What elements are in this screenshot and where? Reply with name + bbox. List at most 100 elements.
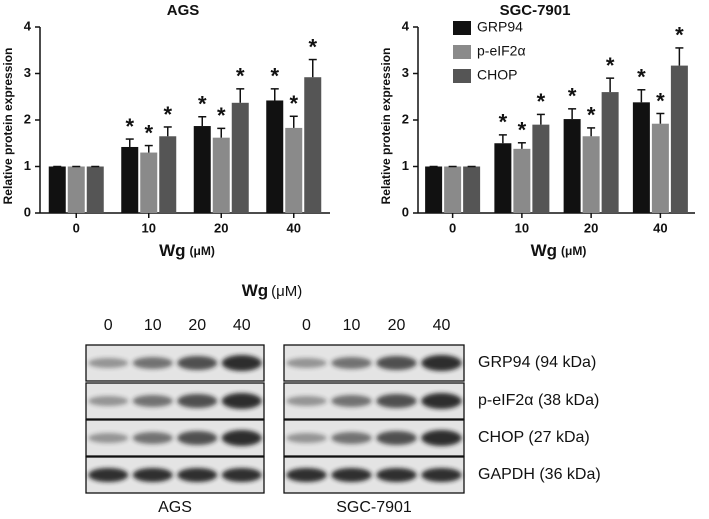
bar bbox=[532, 124, 550, 213]
x-axis-title: Wg bbox=[159, 241, 185, 260]
y-axis-label: Relative protein expression bbox=[379, 48, 393, 205]
blot-band bbox=[421, 430, 462, 446]
significance-marker: * bbox=[568, 84, 577, 109]
x-tick-label: 40 bbox=[287, 220, 301, 235]
bar bbox=[67, 166, 85, 213]
lane-label: 40 bbox=[233, 317, 251, 334]
bar bbox=[582, 136, 600, 213]
blot-band bbox=[331, 357, 372, 369]
y-tick-label: 1 bbox=[402, 158, 409, 173]
y-tick-label: 1 bbox=[24, 158, 31, 173]
legend-label: p-eIF2α bbox=[477, 43, 526, 59]
bar bbox=[304, 77, 322, 213]
blot-band bbox=[132, 468, 173, 482]
lane-label: 0 bbox=[302, 317, 311, 334]
blot-band bbox=[286, 433, 327, 443]
bar bbox=[632, 102, 650, 213]
blot-band bbox=[376, 468, 417, 482]
bar bbox=[513, 148, 531, 213]
blot-band bbox=[221, 355, 262, 371]
significance-marker: * bbox=[125, 114, 134, 139]
y-tick-label: 0 bbox=[402, 204, 409, 219]
y-tick-label: 3 bbox=[24, 65, 31, 80]
lane-label: 20 bbox=[388, 317, 406, 334]
lane-label: 10 bbox=[343, 317, 361, 334]
blot-band bbox=[376, 356, 417, 370]
significance-marker: * bbox=[163, 102, 172, 127]
blot-band bbox=[177, 431, 218, 445]
significance-marker: * bbox=[499, 110, 508, 135]
blot-band bbox=[286, 468, 327, 482]
lane-label: 40 bbox=[433, 317, 451, 334]
y-tick-label: 4 bbox=[24, 18, 32, 33]
blot-band bbox=[221, 468, 262, 482]
x-tick-label: 20 bbox=[214, 220, 228, 235]
bar bbox=[425, 166, 443, 213]
blot-band bbox=[376, 431, 417, 445]
bar bbox=[159, 136, 177, 213]
bar bbox=[121, 146, 139, 213]
blot-band bbox=[88, 358, 129, 368]
significance-marker: * bbox=[537, 89, 546, 114]
significance-marker: * bbox=[675, 23, 684, 48]
blot-band bbox=[331, 468, 372, 482]
y-tick-label: 4 bbox=[402, 18, 410, 33]
bar bbox=[651, 123, 669, 213]
significance-marker: * bbox=[144, 120, 153, 145]
significance-marker: * bbox=[308, 34, 317, 59]
x-tick-label: 10 bbox=[515, 220, 529, 235]
y-tick-label: 2 bbox=[402, 111, 409, 126]
significance-marker: * bbox=[198, 92, 207, 117]
y-tick-label: 0 bbox=[24, 204, 31, 219]
x-axis-unit: (μM) bbox=[190, 244, 215, 258]
x-axis-unit: (μM) bbox=[561, 244, 586, 258]
blot-band bbox=[132, 357, 173, 369]
chart-title: AGS bbox=[167, 2, 200, 19]
legend-label: GRP94 bbox=[477, 19, 523, 35]
y-axis-label: Relative protein expression bbox=[1, 48, 15, 205]
blot-band bbox=[376, 394, 417, 408]
bar bbox=[563, 119, 581, 213]
significance-marker: * bbox=[217, 103, 226, 128]
y-tick-label: 3 bbox=[402, 65, 409, 80]
significance-marker: * bbox=[270, 64, 279, 89]
x-tick-label: 0 bbox=[449, 220, 456, 235]
blot-band bbox=[132, 432, 173, 444]
significance-marker: * bbox=[236, 64, 245, 89]
bar bbox=[266, 100, 284, 213]
significance-marker: * bbox=[637, 65, 646, 90]
blot-band bbox=[221, 430, 262, 446]
cell-line-label: SGC-7901 bbox=[336, 499, 412, 516]
blot-band bbox=[286, 358, 327, 368]
significance-marker: * bbox=[656, 88, 665, 113]
bar bbox=[670, 65, 688, 213]
x-tick-label: 0 bbox=[73, 220, 80, 235]
significance-marker: * bbox=[606, 53, 615, 78]
blot-band bbox=[421, 355, 462, 371]
blot-band bbox=[88, 433, 129, 443]
bar bbox=[48, 166, 66, 213]
blot-band bbox=[132, 395, 173, 407]
chart-title: SGC-7901 bbox=[500, 2, 571, 19]
bar bbox=[494, 143, 512, 213]
bar bbox=[231, 102, 249, 213]
protein-label: GRP94 (94 kDa) bbox=[478, 354, 596, 371]
x-axis-title: Wg bbox=[531, 241, 557, 260]
blot-band bbox=[177, 356, 218, 370]
protein-label: p-eIF2α (38 kDa) bbox=[478, 392, 599, 409]
x-tick-label: 20 bbox=[584, 220, 598, 235]
bar bbox=[463, 166, 481, 213]
blot-title: Wg (μM) bbox=[242, 281, 303, 300]
blot-band bbox=[331, 395, 372, 407]
legend-swatch bbox=[453, 45, 471, 59]
blot-band bbox=[88, 396, 129, 406]
cell-line-label: AGS bbox=[158, 499, 192, 516]
blot-band bbox=[421, 393, 462, 409]
blot-band bbox=[221, 393, 262, 409]
bar bbox=[212, 137, 230, 213]
blot-band bbox=[177, 394, 218, 408]
blot-band bbox=[331, 432, 372, 444]
bar bbox=[193, 126, 211, 213]
significance-marker: * bbox=[587, 103, 596, 128]
x-axis-label: Wg (μM) bbox=[159, 241, 215, 260]
